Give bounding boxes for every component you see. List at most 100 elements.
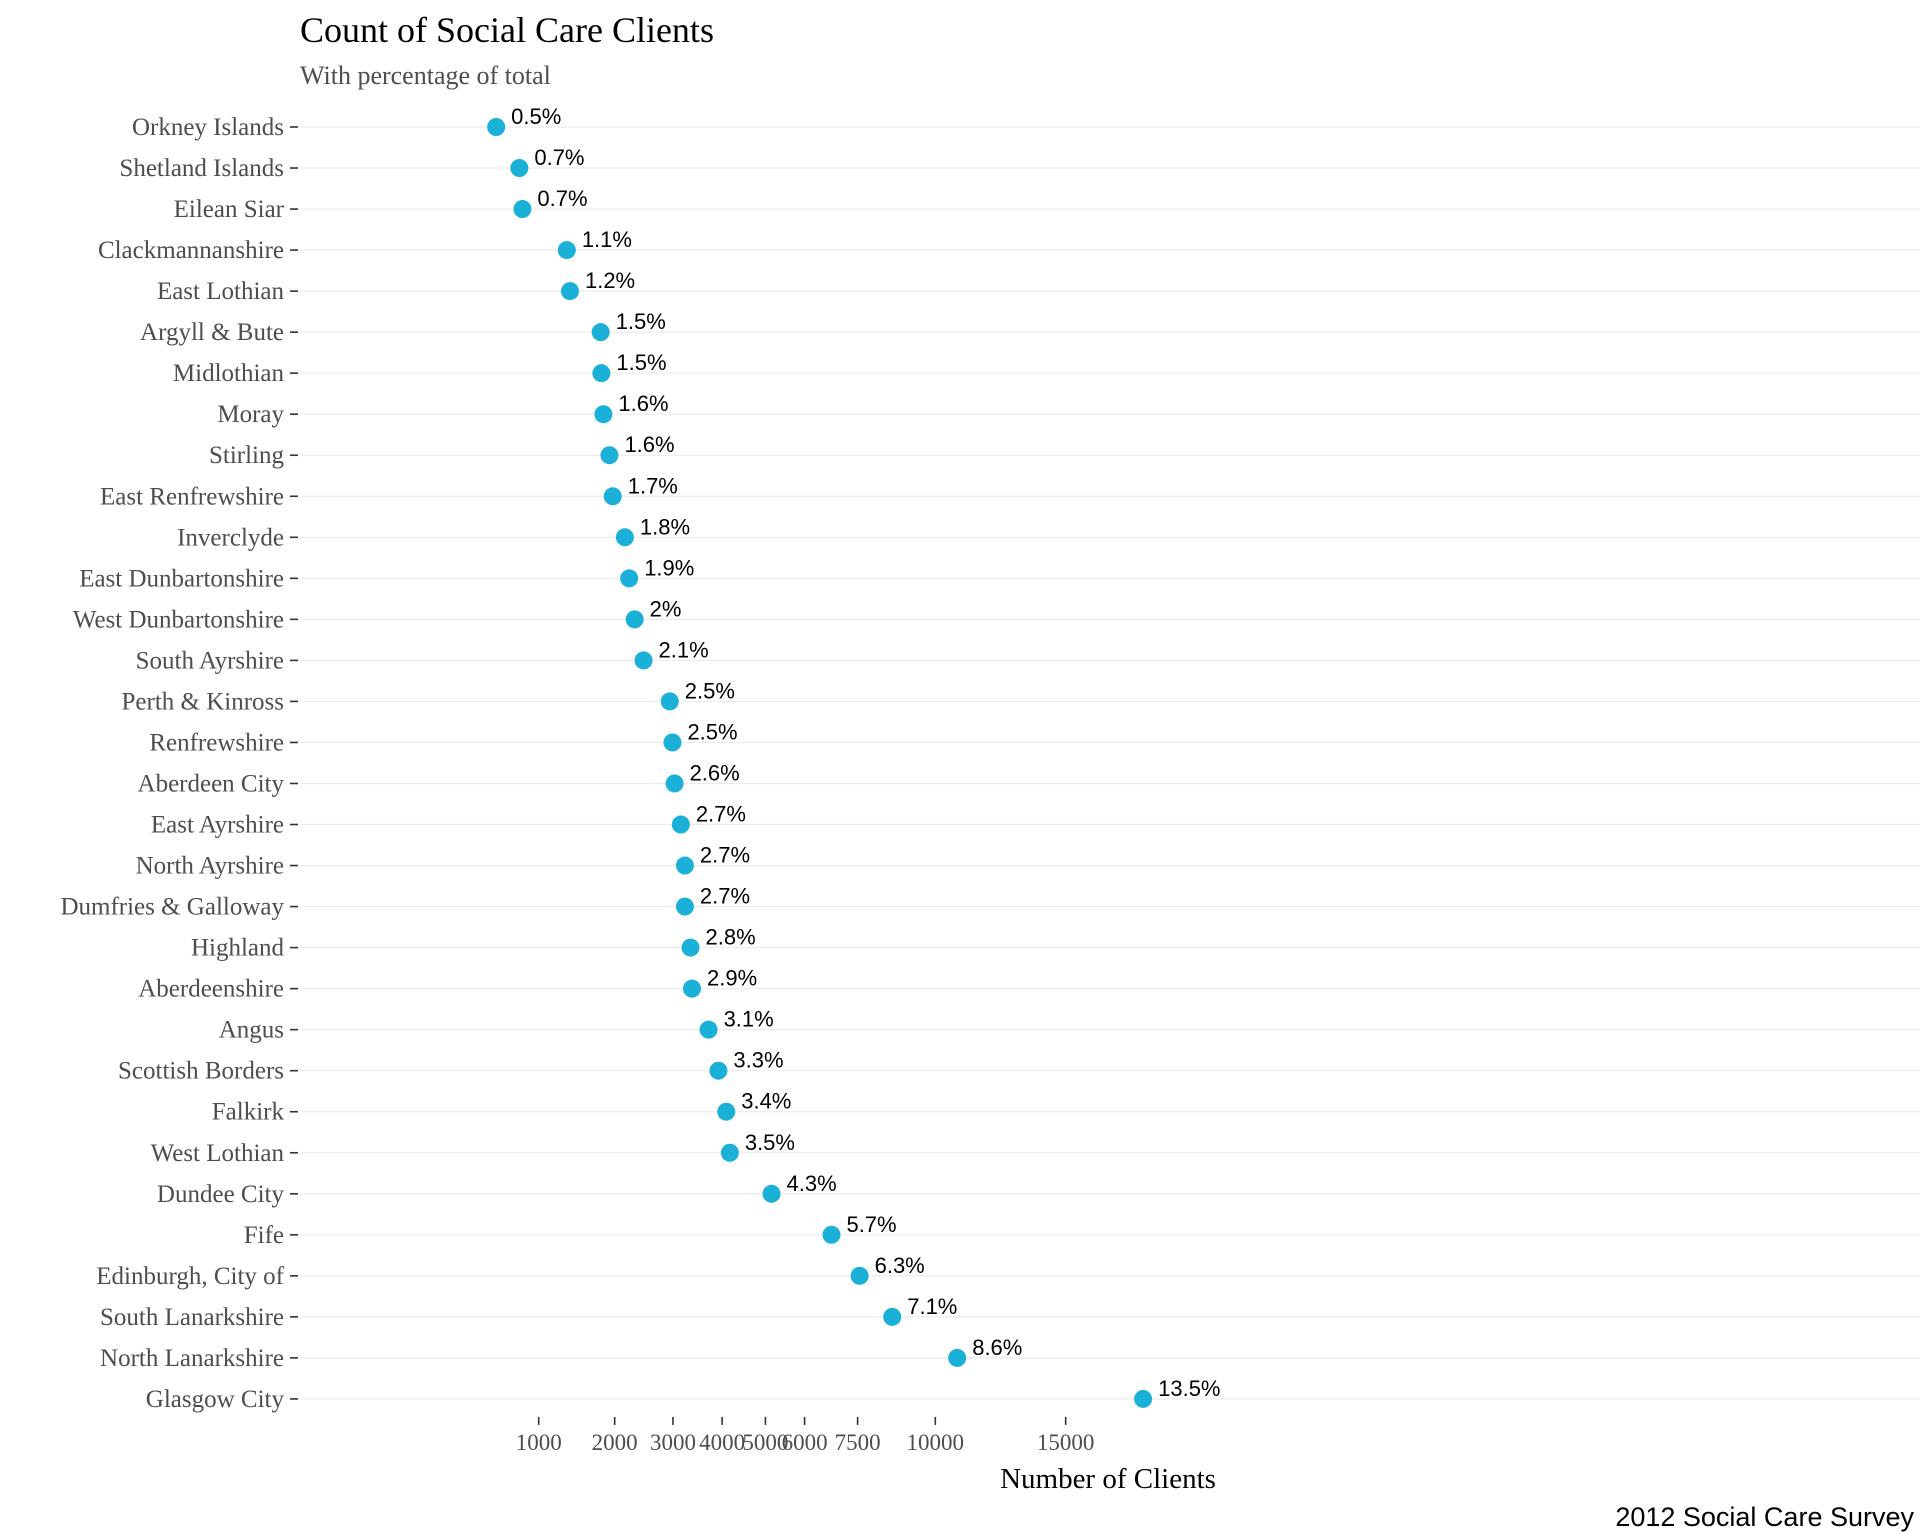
data-point (660, 692, 679, 711)
data-point (603, 487, 622, 506)
data-points (487, 118, 1153, 1408)
data-label: 1.2% (585, 268, 635, 293)
data-label: 1.5% (616, 350, 666, 375)
y-tick-label: Eilean Siar (174, 196, 285, 223)
y-tick-label: Clackmannanshire (98, 237, 284, 264)
data-point (850, 1266, 869, 1285)
data-point (513, 200, 532, 219)
data-label: 2.7% (700, 843, 750, 868)
data-point (681, 938, 700, 957)
data-label: 6.3% (875, 1253, 925, 1278)
y-tick-label: Shetland Islands (119, 155, 284, 182)
data-point (594, 405, 613, 424)
data-label: 3.5% (745, 1130, 795, 1155)
data-point (948, 1348, 967, 1367)
data-label: 1.9% (644, 555, 694, 580)
y-tick-label: Falkirk (212, 1099, 285, 1126)
percentage-labels: 0.5% 0.7% 0.7% 1.1% 1.2% 1.5% 1.5% 1.6% 1.6% 1.7%… (511, 104, 1220, 1401)
y-tick-label: Renfrewshire (149, 729, 284, 756)
data-label: 2.7% (700, 884, 750, 909)
y-tick-label: Angus (219, 1017, 284, 1044)
data-label: 1.8% (640, 514, 690, 539)
gridlines (300, 126, 1920, 1400)
x-tick-label: 1000 (516, 1430, 562, 1455)
data-point (665, 774, 684, 793)
data-label: 0.7% (537, 186, 587, 211)
data-label: 2.5% (687, 719, 737, 744)
data-label: 3.3% (733, 1048, 783, 1073)
y-tick-label: South Lanarkshire (100, 1304, 284, 1331)
data-point (720, 1143, 739, 1162)
data-label: 1.6% (624, 432, 674, 457)
data-point (557, 241, 576, 260)
y-tick-label: Argyll & Bute (140, 319, 284, 346)
x-tick-label: 7500 (835, 1430, 881, 1455)
y-tick-label: East Dunbartonshire (79, 565, 284, 592)
data-point (822, 1225, 841, 1244)
x-tick-label: 2000 (592, 1430, 638, 1455)
data-point (883, 1307, 902, 1326)
y-tick-label: Dumfries & Galloway (60, 894, 284, 921)
data-label: 2.1% (659, 637, 709, 662)
y-axis-ticks (290, 126, 298, 1400)
data-point (717, 1102, 736, 1121)
y-tick-label: East Ayrshire (151, 812, 284, 839)
data-label: 1.5% (616, 309, 666, 334)
y-tick-label: Aberdeen City (138, 770, 285, 797)
data-label: 1.7% (628, 473, 678, 498)
chart-title: Count of Social Care Clients (300, 10, 714, 50)
data-label: 4.3% (787, 1171, 837, 1196)
data-label: 2.6% (690, 760, 740, 785)
data-point (682, 979, 701, 998)
data-label: 8.6% (972, 1335, 1022, 1360)
data-point (675, 897, 694, 916)
y-tick-label: East Renfrewshire (100, 483, 284, 510)
chart-caption: 2012 Social Care Survey (1615, 1502, 1914, 1532)
x-tick-label: 3000 (650, 1430, 696, 1455)
data-label: 1.1% (582, 227, 632, 252)
data-point (560, 282, 579, 301)
y-tick-label: Scottish Borders (118, 1058, 284, 1085)
x-axis-title: Number of Clients (1000, 1463, 1216, 1495)
data-point (510, 159, 529, 178)
data-label: 1.6% (618, 391, 668, 416)
data-point (487, 118, 506, 136)
data-label: 5.7% (846, 1212, 896, 1237)
x-tick-label: 15000 (1037, 1430, 1095, 1455)
y-tick-label: Midlothian (173, 360, 285, 387)
data-label: 3.4% (741, 1089, 791, 1114)
data-point (762, 1184, 781, 1203)
data-point (615, 528, 634, 547)
data-point (591, 323, 610, 342)
y-tick-label: Highland (191, 935, 285, 962)
data-point (675, 856, 694, 875)
data-point (625, 610, 644, 629)
x-tick-label: 5000 (742, 1430, 788, 1455)
chart-subtitle: With percentage of total (300, 61, 551, 90)
y-tick-label: Orkney Islands (132, 114, 284, 141)
data-label: 0.7% (534, 145, 584, 170)
data-point (709, 1061, 728, 1080)
y-tick-label: Perth & Kinross (122, 688, 285, 715)
data-label: 2.8% (705, 925, 755, 950)
x-tick-label: 4000 (699, 1430, 745, 1455)
y-axis-labels: Orkney Islands Shetland Islands Eilean Sia… (60, 114, 284, 1413)
data-point (671, 815, 690, 834)
y-tick-label: North Lanarkshire (100, 1345, 284, 1372)
y-tick-label: Dundee City (157, 1181, 285, 1208)
data-point (1134, 1389, 1153, 1408)
y-tick-label: Inverclyde (177, 524, 284, 551)
data-label: 2.9% (707, 966, 757, 991)
y-tick-label: Aberdeenshire (138, 976, 284, 1003)
y-tick-label: North Ayrshire (136, 853, 284, 880)
y-tick-label: Glasgow City (146, 1386, 285, 1413)
y-tick-label: Stirling (209, 442, 285, 469)
data-label: 2% (650, 596, 682, 621)
data-label: 2.7% (696, 802, 746, 827)
data-label: 3.1% (724, 1007, 774, 1032)
y-tick-label: West Dunbartonshire (73, 606, 284, 633)
data-label: 7.1% (907, 1294, 957, 1319)
data-point (634, 651, 653, 670)
